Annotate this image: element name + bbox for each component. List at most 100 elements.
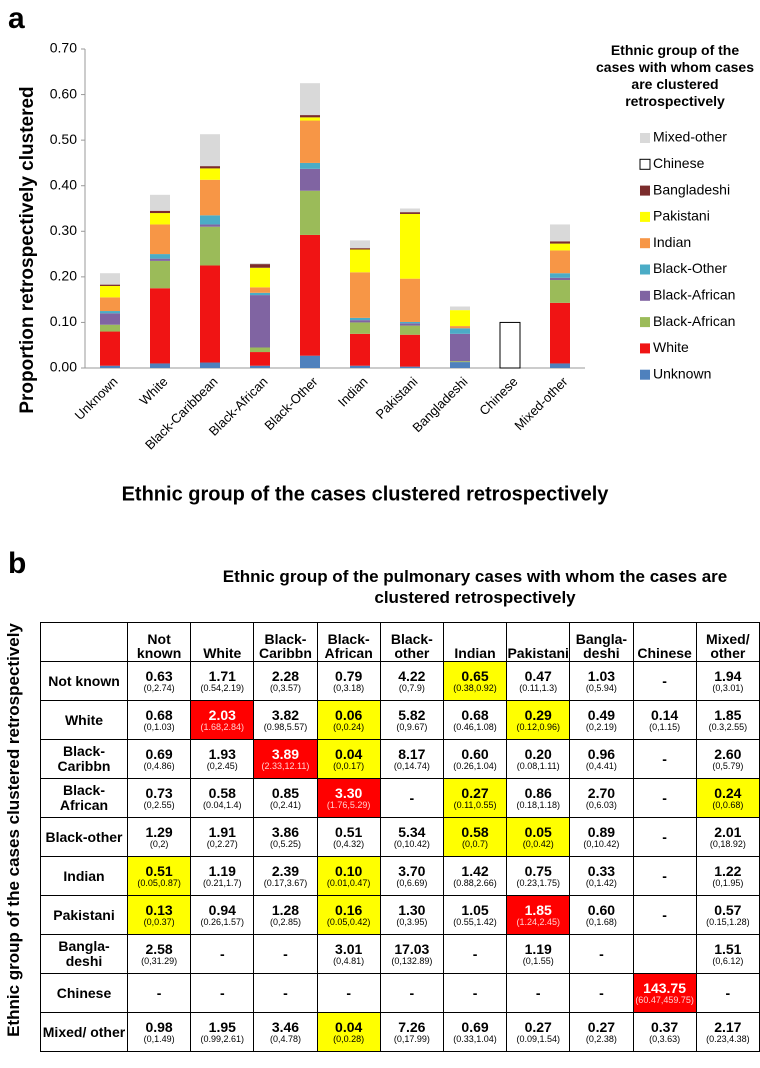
cell-value: - (283, 945, 288, 962)
cell-ci: (0.21,1.7) (203, 877, 242, 888)
bar-segment (300, 234, 320, 356)
table-cell: - (695, 973, 760, 1013)
x-tick-label: Chinese (476, 374, 520, 418)
legend-label: Chinese (653, 155, 705, 171)
table-row: Black-African 0.73 (0,2.55) 0.58 (0.04,1.4) 0… (40, 778, 760, 818)
cell-value: - (283, 984, 288, 1001)
bar-segment (400, 212, 420, 214)
y-tick-label: 0.70 (50, 40, 77, 56)
table-cell: 1.94 (0,3.01) (695, 661, 760, 701)
bar-segment (200, 362, 220, 368)
table-cell: - (506, 973, 571, 1013)
x-tick-label: Unknown (72, 374, 121, 423)
bar-segment (300, 168, 320, 191)
cell-ci: (0.23,4.38) (706, 1033, 750, 1044)
cell-ci: (1.76,5.29) (326, 799, 371, 810)
cell-ci: (0.12,0.96) (516, 721, 560, 732)
table-cell: 0.73 (0,2.55) (126, 778, 192, 818)
table-cell: 0.69 (0,4.86) (126, 739, 192, 779)
cell-value: 1.71 (208, 667, 236, 684)
cell-value: 1.19 (524, 940, 552, 957)
bar-segment (400, 208, 420, 213)
bar-segment (350, 333, 370, 366)
bar-segment (250, 264, 270, 268)
bar-segment (400, 325, 420, 335)
cell-ci: (0,0.17) (333, 760, 365, 771)
cell-value: 0.68 (145, 706, 173, 723)
bar-segment (200, 224, 220, 227)
cell-value: 1.85 (714, 706, 742, 723)
legend-swatch (640, 343, 650, 354)
cell-value: 0.14 (650, 706, 679, 723)
table-cell: - (253, 973, 318, 1013)
legend-swatch (640, 369, 650, 380)
table-cell: 3.01 (0,4.81) (316, 934, 381, 974)
cell-value: 0.75 (524, 862, 552, 879)
table-cell: - (632, 817, 697, 857)
bar-segment (150, 288, 170, 364)
cell-ci: (0,7.9) (398, 682, 425, 693)
table-row: Black-Caribbn 0.69 (0,4.86) 1.93 (0,2.45) 3.8… (40, 739, 760, 779)
row-header: Mixed/ other (40, 1012, 128, 1052)
panel-label: a (8, 2, 25, 35)
table-cell: 0.27 (0.11,0.55) (442, 778, 508, 818)
cell-ci: (0.55,1.42) (453, 916, 497, 927)
cell-value: 0.13 (145, 901, 173, 918)
table-cell: 1.85 (1.24,2.45) (506, 895, 571, 935)
cell-value: 5.34 (398, 823, 426, 840)
cell-value: 0.20 (524, 745, 552, 762)
bar-segment (150, 210, 170, 214)
cell-value: 0.73 (145, 784, 173, 801)
table-cell: - (190, 934, 255, 974)
legend-label: White (653, 339, 689, 355)
legend-swatch (640, 133, 650, 143)
bar-segment (350, 240, 370, 249)
bar-segment (300, 190, 320, 235)
table-cell: 2.58 (0,31.29) (126, 934, 192, 974)
cell-value: 0.49 (587, 706, 616, 723)
bar-segment (200, 265, 220, 363)
table-cell: - (632, 895, 697, 935)
cell-ci: (0,1.42) (585, 877, 617, 888)
table-row: Pakistani 0.13 (0,0.37) 0.94 (0.26,1.57) 1.28… (40, 895, 760, 935)
table-cell: 2.39 (0.17,3.67) (253, 856, 318, 896)
cell-ci: (0,4.41) (585, 760, 617, 771)
cell-ci: (60.47,459.75) (635, 994, 694, 1005)
cell-value: 0.27 (461, 784, 489, 801)
table-cell: 1.19 (0,1.55) (506, 934, 571, 974)
table-row: Bangla-deshi 2.58 (0,31.29) - -3.01 (0,4.81) 1… (40, 934, 760, 974)
table-cell: - (379, 973, 444, 1013)
bar-segment (100, 365, 120, 368)
cell-value: 1.28 (271, 901, 300, 918)
cell-value: 0.98 (145, 1018, 173, 1035)
y-tick-label: 0.60 (50, 85, 77, 101)
table-cell: 0.29 (0.12,0.96) (506, 700, 571, 740)
row-header: Chinese (40, 973, 128, 1013)
legend-label: Black-Other (653, 260, 727, 276)
table-cell: 2.03 (1.68,2.84) (190, 700, 255, 740)
table-cell: 0.04 (0,0.17) (316, 739, 381, 779)
table-cell: - (632, 661, 697, 701)
bar-segment (100, 313, 120, 325)
cell-value: 0.27 (587, 1018, 616, 1035)
cell-ci: (0,2) (149, 838, 169, 849)
cell-value: 2.60 (714, 745, 742, 762)
cell-value: 3.86 (271, 823, 300, 840)
table-cell: 0.33 (0,1.42) (569, 856, 634, 896)
table-cell: 0.86 (0.18,1.18) (506, 778, 571, 818)
table-cell: 1.51 (0,6.12) (695, 934, 760, 974)
bar-segment (550, 273, 570, 278)
cell-ci: (0.09,1.54) (516, 1033, 560, 1044)
cell-ci: (0.11,1.3) (519, 682, 558, 693)
legend-label: Black-African (653, 287, 735, 303)
table-row: Not known 0.63 (0,2.74) 1.71 (0.54,2.19) 2.28… (40, 661, 760, 701)
bar-segment (550, 243, 570, 251)
table-cell: 143.75 (60.47,459.75) (632, 973, 697, 1013)
bar-segment (250, 267, 270, 288)
table-cell: 0.65 (0.38,0.92) (442, 661, 508, 701)
table-cell: 1.28 (0,2.85) (253, 895, 318, 935)
table-cell: 0.51 (0.05,0.87) (126, 856, 192, 896)
table-cell: 0.57 (0.15,1.28) (695, 895, 760, 935)
cell-ci: (0,0.7) (462, 838, 489, 849)
